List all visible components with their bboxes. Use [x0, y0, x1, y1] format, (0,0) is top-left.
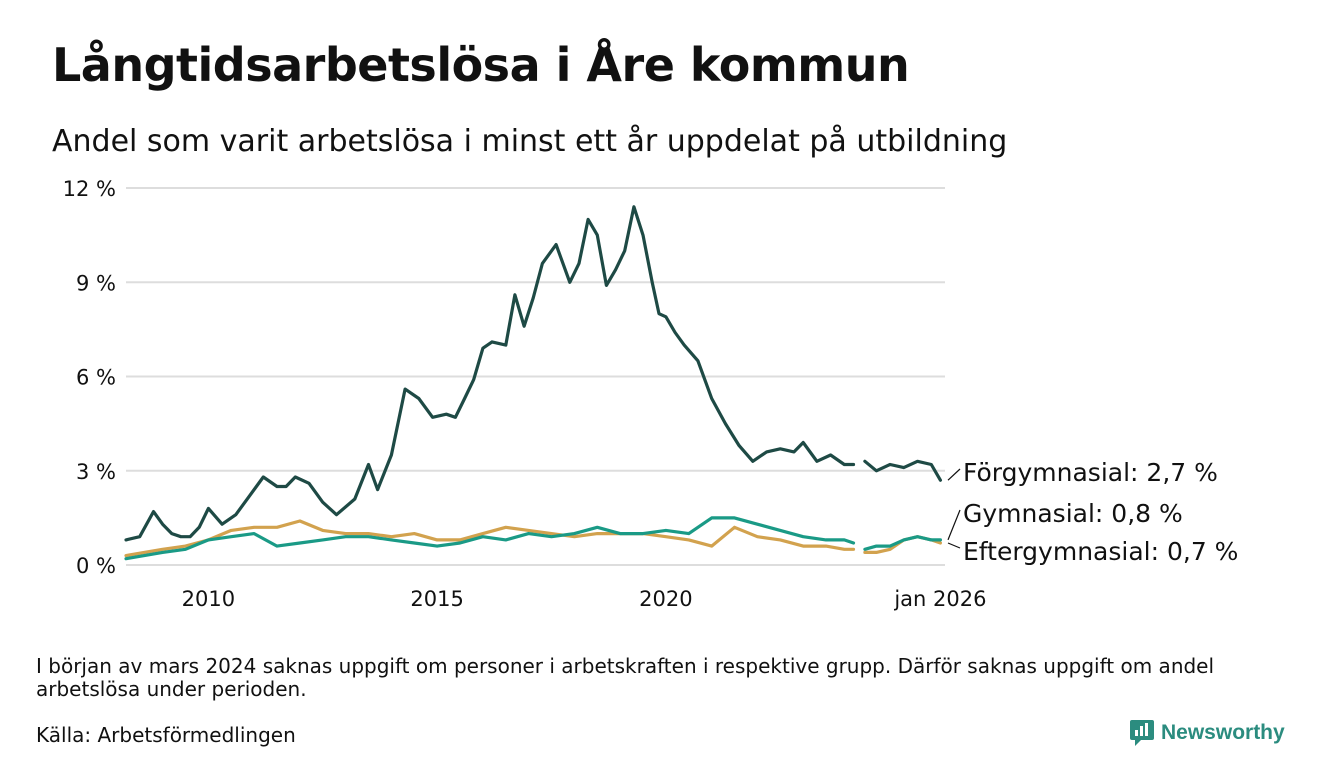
source-note: Källa: Arbetsförmedlingen — [36, 723, 296, 747]
y-tick-label: 9 % — [76, 271, 116, 295]
series-line-gymnasial — [124, 516, 856, 561]
y-tick-label: 6 % — [76, 366, 116, 390]
footnote: I början av mars 2024 saknas uppgift om … — [36, 654, 1215, 701]
series-line-förgymnasial — [863, 459, 942, 482]
newsworthy-logo: Newsworthy — [1129, 716, 1285, 750]
series-line-förgymnasial — [124, 205, 856, 542]
line-chart: 0 % 3 % 6 % 9 % 12 % 2010 2015 2020 jan 2026 Fö… — [63, 177, 1239, 611]
end-label-gymnasial: Gymnasial: 0,8 % — [963, 499, 1183, 528]
logo-text: Newsworthy — [1161, 721, 1285, 744]
x-axis-ticks: 2010 2015 2020 jan 2026 — [182, 587, 987, 611]
label-leader-line — [947, 509, 961, 541]
y-axis-ticks: 0 % 3 % 6 % 9 % 12 % — [63, 177, 116, 578]
chart-subtitle: Andel som varit arbetslösa i minst ett å… — [52, 124, 1008, 159]
label-leader-line — [947, 542, 961, 549]
end-labels: Förgymnasial: 2,7 % Gymnasial: 0,8 % Efter… — [947, 458, 1238, 566]
series-line-eftergymnasial — [124, 519, 856, 558]
x-tick-label: 2010 — [182, 587, 235, 611]
label-leader-line — [947, 468, 961, 481]
y-tick-label: 12 % — [63, 177, 116, 201]
x-tick-label: 2015 — [410, 587, 463, 611]
y-tick-label: 3 % — [76, 460, 116, 484]
chart-title: Långtidsarbetslösa i Åre kommun — [52, 38, 910, 92]
gridlines — [126, 187, 945, 566]
series-line-gymnasial — [863, 535, 942, 551]
x-tick-label: 2020 — [639, 587, 692, 611]
series-lines — [124, 205, 942, 561]
end-label-förgymnasial: Förgymnasial: 2,7 % — [963, 458, 1218, 487]
end-label-eftergymnasial: Eftergymnasial: 0,7 % — [963, 537, 1238, 566]
newsworthy-chart-icon — [1130, 720, 1154, 746]
x-tick-label: jan 2026 — [893, 587, 986, 611]
y-tick-label: 0 % — [76, 554, 116, 578]
